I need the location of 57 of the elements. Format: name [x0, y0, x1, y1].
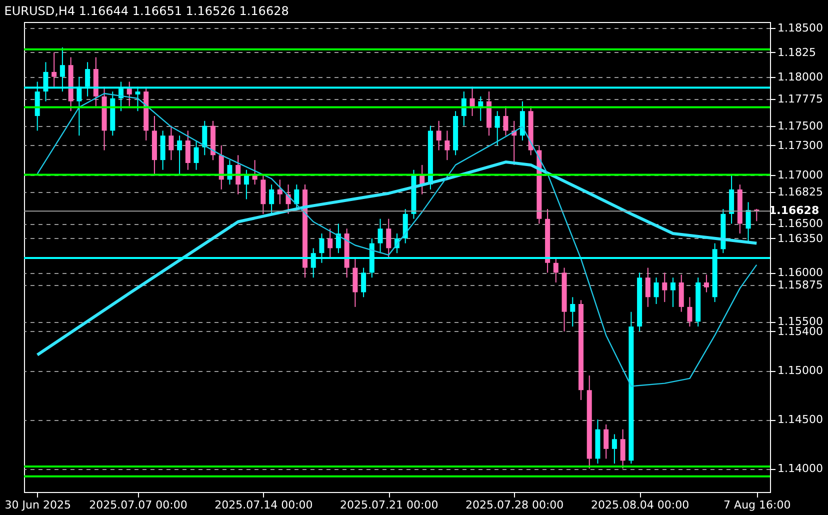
y-tick-label: 1.1825	[778, 46, 816, 59]
candlestick	[52, 52, 57, 88]
candlestick	[177, 135, 182, 176]
x-tick-label: 2025.08.04 00:00	[590, 498, 690, 512]
candlestick	[494, 110, 500, 146]
candlestick	[645, 267, 650, 308]
y-tick-label: 1.15000	[778, 364, 823, 378]
x-tick-label: 2025.07.21 00:00	[340, 498, 438, 512]
y-tick-label: 1.16000	[778, 266, 823, 280]
candlestick	[612, 434, 617, 464]
x-tick-label: 2025.07.07 00:00	[89, 498, 188, 512]
y-tick-label: 1.16500	[778, 217, 823, 230]
candlestick	[570, 296, 576, 328]
y-tick-label: 1.16350	[778, 232, 823, 245]
candlestick	[670, 277, 676, 308]
candlestick	[294, 184, 300, 210]
y-tick-label: 1.18500	[778, 21, 823, 34]
x-tick-label: 2025.07.28 00:00	[465, 498, 564, 512]
x-tick-label: 30 Jun 2025	[4, 498, 71, 512]
candlestick	[503, 106, 508, 136]
y-tick-label: 1.18000	[778, 70, 823, 84]
y-tick-label: 1.17500	[778, 119, 823, 132]
ref-line-label: 1.16628	[769, 204, 820, 218]
y-tick-label: 1.14500	[778, 413, 823, 426]
y-tick-label: 1.17775	[778, 92, 823, 106]
candlestick	[194, 140, 199, 170]
y-tick-label: 1.14000	[778, 462, 823, 475]
x-tick-label: 2025.07.14 00:00	[214, 498, 313, 512]
candlestick	[361, 267, 366, 298]
x-tick-label: 7 Aug 16:00	[724, 498, 791, 512]
candlestick	[386, 218, 392, 258]
candlestick	[126, 81, 132, 107]
chart-title: EURUSD,H4 1.16644 1.16651 1.16526 1.16628	[4, 4, 289, 18]
candlestick	[202, 120, 208, 156]
candlestick	[269, 184, 274, 214]
y-tick-label: 1.15875	[778, 278, 823, 292]
y-tick-label: 1.15400	[778, 324, 823, 338]
candlestick	[746, 202, 751, 242]
candlestick	[604, 424, 609, 460]
candlestick	[553, 257, 558, 283]
candlestick	[662, 272, 668, 303]
candlestick	[277, 179, 282, 205]
candlestick	[620, 428, 626, 469]
candlestick	[687, 296, 692, 328]
candlestick	[704, 274, 709, 293]
candlestick	[654, 277, 659, 304]
candlestick	[168, 125, 174, 161]
candlestick	[185, 130, 190, 170]
y-tick-label: 1.17000	[778, 168, 823, 182]
candlestick	[378, 218, 383, 254]
y-tick-label: 1.17300	[778, 138, 823, 152]
candlestick	[328, 228, 333, 258]
line-series	[36, 160, 758, 356]
line-series	[36, 92, 758, 387]
candlestick	[436, 120, 442, 151]
candlestick	[444, 130, 450, 161]
y-tick-label: 1.16825	[778, 185, 823, 198]
